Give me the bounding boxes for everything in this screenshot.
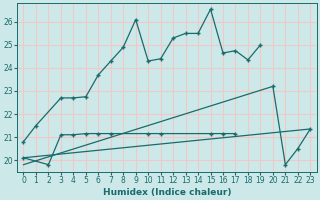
X-axis label: Humidex (Indice chaleur): Humidex (Indice chaleur) (103, 188, 231, 197)
